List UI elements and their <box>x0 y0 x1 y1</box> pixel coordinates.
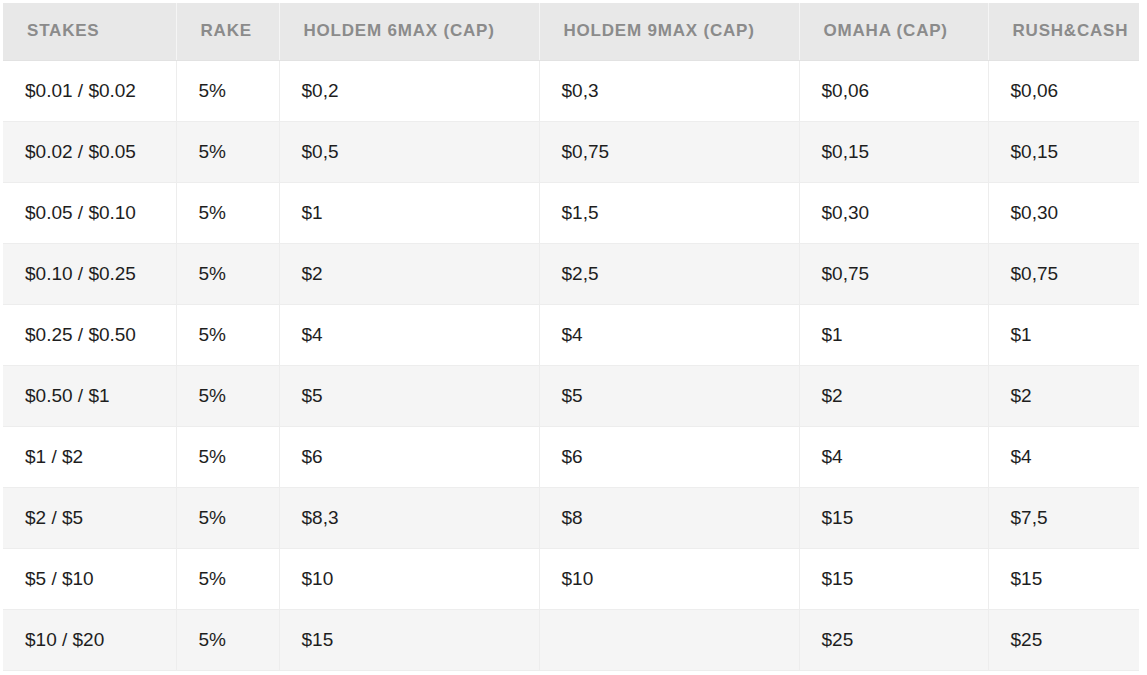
cell-holdem6max: $2 <box>279 243 539 304</box>
cell-omaha: $0,75 <box>799 243 988 304</box>
cell-rushcash: $15 <box>988 548 1139 609</box>
cell-holdem6max: $4 <box>279 304 539 365</box>
column-header-rushcash: RUSH&CASH <box>988 3 1139 60</box>
cell-rushcash: $0,06 <box>988 60 1139 121</box>
cell-omaha: $25 <box>799 609 988 670</box>
table-row: $10 / $205%$15 $25$25 <box>3 609 1139 670</box>
cell-rushcash: $0,75 <box>988 243 1139 304</box>
cell-rushcash: $0,15 <box>988 121 1139 182</box>
column-header-holdem9max: HOLDEM 9MAX (CAP) <box>539 3 799 60</box>
cell-rake: 5% <box>176 609 279 670</box>
cell-rake: 5% <box>176 304 279 365</box>
cell-rake: 5% <box>176 60 279 121</box>
cell-holdem6max: $6 <box>279 426 539 487</box>
cell-omaha: $15 <box>799 487 988 548</box>
rake-table: STAKESRAKEHOLDEM 6MAX (CAP)HOLDEM 9MAX (… <box>3 3 1139 671</box>
cell-holdem9max: $10 <box>539 548 799 609</box>
table-row: $0.10 / $0.255%$2$2,5$0,75$0,75 <box>3 243 1139 304</box>
cell-stakes: $0.01 / $0.02 <box>3 60 176 121</box>
cell-holdem9max: $0,3 <box>539 60 799 121</box>
cell-stakes: $0.25 / $0.50 <box>3 304 176 365</box>
cell-holdem9max: $5 <box>539 365 799 426</box>
column-header-omaha: OMAHA (CAP) <box>799 3 988 60</box>
table-row: $0.01 / $0.025%$0,2$0,3$0,06$0,06 <box>3 60 1139 121</box>
cell-holdem9max <box>539 609 799 670</box>
cell-rake: 5% <box>176 365 279 426</box>
column-header-stakes: STAKES <box>3 3 176 60</box>
cell-omaha: $0,06 <box>799 60 988 121</box>
cell-rake: 5% <box>176 243 279 304</box>
cell-rake: 5% <box>176 487 279 548</box>
cell-holdem9max: $6 <box>539 426 799 487</box>
cell-rushcash: $0,30 <box>988 182 1139 243</box>
cell-stakes: $1 / $2 <box>3 426 176 487</box>
cell-stakes: $10 / $20 <box>3 609 176 670</box>
cell-holdem9max: $1,5 <box>539 182 799 243</box>
cell-omaha: $2 <box>799 365 988 426</box>
cell-stakes: $0.50 / $1 <box>3 365 176 426</box>
cell-omaha: $0,15 <box>799 121 988 182</box>
table-row: $5 / $105%$10$10$15$15 <box>3 548 1139 609</box>
cell-rake: 5% <box>176 182 279 243</box>
column-header-rake: RAKE <box>176 3 279 60</box>
cell-rake: 5% <box>176 121 279 182</box>
cell-holdem6max: $10 <box>279 548 539 609</box>
cell-omaha: $0,30 <box>799 182 988 243</box>
cell-rushcash: $2 <box>988 365 1139 426</box>
table-row: $0.50 / $15%$5$5$2$2 <box>3 365 1139 426</box>
table-row: $1 / $25%$6$6$4$4 <box>3 426 1139 487</box>
table-header-row: STAKESRAKEHOLDEM 6MAX (CAP)HOLDEM 9MAX (… <box>3 3 1139 60</box>
cell-holdem6max: $5 <box>279 365 539 426</box>
cell-holdem6max: $1 <box>279 182 539 243</box>
cell-omaha: $15 <box>799 548 988 609</box>
table-row: $2 / $55%$8,3$8$15$7,5 <box>3 487 1139 548</box>
cell-holdem6max: $0,2 <box>279 60 539 121</box>
table-row: $0.05 / $0.105%$1$1,5$0,30$0,30 <box>3 182 1139 243</box>
cell-holdem9max: $0,75 <box>539 121 799 182</box>
cell-stakes: $0.10 / $0.25 <box>3 243 176 304</box>
cell-holdem6max: $0,5 <box>279 121 539 182</box>
cell-rushcash: $1 <box>988 304 1139 365</box>
cell-rushcash: $25 <box>988 609 1139 670</box>
cell-stakes: $2 / $5 <box>3 487 176 548</box>
cell-holdem9max: $8 <box>539 487 799 548</box>
table-row: $0.02 / $0.055%$0,5$0,75$0,15$0,15 <box>3 121 1139 182</box>
cell-holdem9max: $4 <box>539 304 799 365</box>
cell-stakes: $0.02 / $0.05 <box>3 121 176 182</box>
cell-rake: 5% <box>176 548 279 609</box>
cell-holdem6max: $15 <box>279 609 539 670</box>
cell-stakes: $5 / $10 <box>3 548 176 609</box>
cell-rushcash: $7,5 <box>988 487 1139 548</box>
column-header-holdem6max: HOLDEM 6MAX (CAP) <box>279 3 539 60</box>
cell-holdem6max: $8,3 <box>279 487 539 548</box>
cell-rake: 5% <box>176 426 279 487</box>
table-row: $0.25 / $0.505%$4$4$1$1 <box>3 304 1139 365</box>
cell-holdem9max: $2,5 <box>539 243 799 304</box>
rake-table-container: STAKESRAKEHOLDEM 6MAX (CAP)HOLDEM 9MAX (… <box>3 3 1139 671</box>
cell-stakes: $0.05 / $0.10 <box>3 182 176 243</box>
cell-omaha: $4 <box>799 426 988 487</box>
cell-rushcash: $4 <box>988 426 1139 487</box>
cell-omaha: $1 <box>799 304 988 365</box>
